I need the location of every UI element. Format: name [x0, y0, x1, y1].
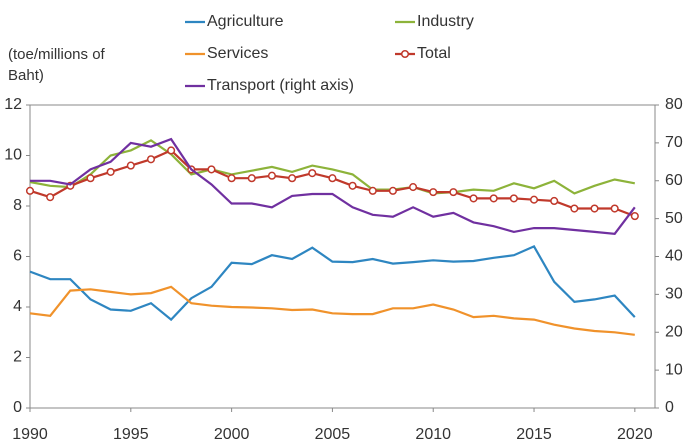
x-tick-label: 1990 [12, 426, 48, 443]
legend-label: Total [417, 45, 451, 62]
legend-marker [400, 49, 410, 59]
series-line [30, 137, 636, 235]
legend-label: Services [207, 45, 268, 62]
x-tick-label: 2005 [315, 426, 351, 443]
point-marker [288, 174, 297, 183]
point-marker [489, 194, 498, 203]
point-marker [308, 169, 317, 178]
x-tick-label: 2000 [214, 426, 250, 443]
point-marker [368, 186, 377, 195]
y2-tick-label: 80 [665, 96, 683, 113]
y2-tick-label: 0 [665, 399, 674, 416]
point-marker [167, 146, 176, 155]
point-marker [146, 155, 156, 164]
point-marker [469, 194, 478, 203]
point-marker [247, 174, 256, 183]
y-tick-label: 12 [4, 96, 22, 113]
point-marker [529, 195, 539, 204]
point-marker [590, 204, 599, 213]
point-marker [46, 193, 55, 202]
y2-tick-label: 40 [665, 248, 683, 265]
legend-label: Transport (right axis) [207, 77, 354, 94]
y2-tick-label: 50 [665, 210, 683, 227]
x-tick-label: 1995 [113, 426, 149, 443]
y2-tick-label: 30 [665, 286, 683, 303]
x-tick-label: 2020 [617, 426, 653, 443]
point-marker [550, 196, 559, 205]
point-marker [630, 212, 639, 221]
point-marker [429, 188, 438, 197]
series-line [29, 285, 635, 336]
y2-tick-label: 60 [665, 172, 683, 189]
y2-tick-label: 70 [665, 134, 683, 151]
point-marker [328, 174, 337, 183]
point-marker [227, 174, 236, 183]
y-tick-label: 8 [13, 197, 22, 214]
legend-label: Industry [417, 13, 474, 30]
point-marker [25, 186, 35, 195]
legend-label: Agriculture [207, 13, 284, 30]
y-tick-label: 2 [13, 349, 22, 366]
x-tick-label: 2010 [415, 426, 451, 443]
point-marker [348, 181, 357, 190]
y-axis-label: (toe/millions of Baht) [8, 46, 105, 84]
y2-tick-label: 10 [665, 361, 683, 378]
point-marker [509, 194, 518, 203]
point-marker [409, 183, 418, 192]
point-marker [207, 165, 216, 174]
y-tick-label: 4 [13, 298, 22, 315]
point-marker [126, 161, 135, 170]
y-tick-label: 0 [13, 399, 22, 416]
point-marker [388, 186, 397, 195]
point-marker [106, 167, 115, 176]
point-marker [267, 171, 276, 180]
series-line [29, 244, 636, 322]
point-marker [86, 174, 95, 183]
series-line [29, 149, 636, 218]
y2-tick-label: 20 [665, 323, 683, 340]
point-marker [610, 204, 619, 213]
point-marker [570, 204, 579, 213]
y-tick-label: 6 [13, 248, 22, 265]
series-line [29, 139, 636, 195]
y-tick-label: 10 [4, 147, 22, 164]
point-marker [449, 188, 458, 197]
x-tick-label: 2015 [516, 426, 552, 443]
